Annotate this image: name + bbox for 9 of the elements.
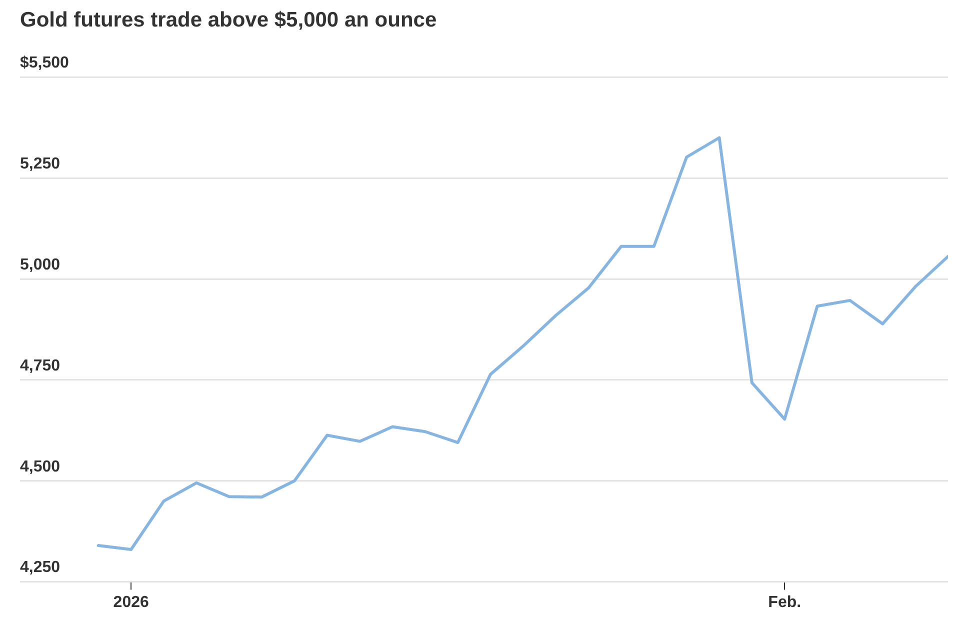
x-tick-label: Feb. xyxy=(768,594,802,611)
y-tick-label: $5,500 xyxy=(20,54,70,72)
y-tick-label: 4,500 xyxy=(20,458,60,476)
chart-title: Gold futures trade above $5,000 an ounce xyxy=(20,8,437,32)
y-tick-label: 4,750 xyxy=(20,357,60,374)
x-tick-label: 2026 xyxy=(113,594,149,611)
y-tick-label: 4,250 xyxy=(20,559,60,576)
y-tick-label: 5,000 xyxy=(20,256,60,274)
y-tick-label: 5,250 xyxy=(20,156,60,173)
